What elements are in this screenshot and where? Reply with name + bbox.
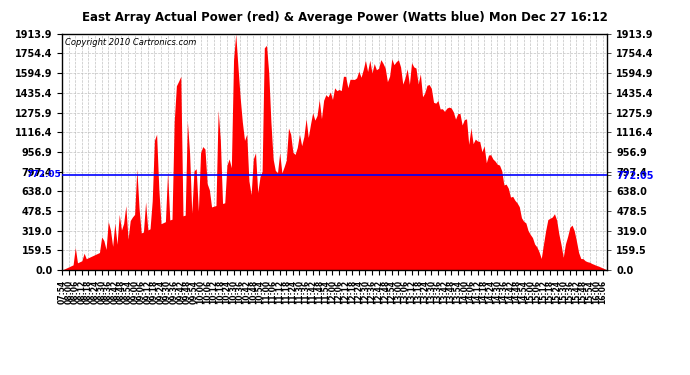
Text: Copyright 2010 Cartronics.com: Copyright 2010 Cartronics.com (65, 39, 196, 48)
Text: 772.05: 772.05 (27, 170, 61, 179)
Text: East Array Actual Power (red) & Average Power (Watts blue) Mon Dec 27 16:12: East Array Actual Power (red) & Average … (82, 11, 608, 24)
